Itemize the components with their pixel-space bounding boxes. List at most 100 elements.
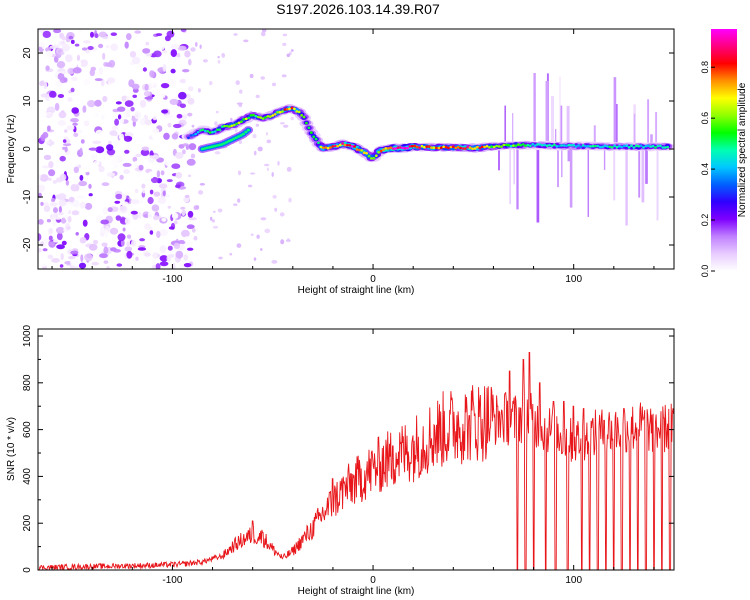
noise-blob: [56, 61, 66, 69]
figure-title: S197.2026.103.14.39.R07: [276, 1, 440, 17]
ridge-blob: [536, 143, 539, 146]
noise-blob: [126, 250, 133, 259]
noise-blob: [282, 33, 288, 37]
noise-blob: [237, 198, 241, 203]
y-tick-label: 1000: [22, 324, 33, 347]
ridge-blob: [206, 130, 210, 133]
ridge-blob: [386, 147, 390, 150]
noise-blob: [238, 170, 241, 176]
noise-blob: [202, 59, 208, 63]
ridge-blob: [642, 146, 645, 149]
noise-blob: [65, 180, 70, 186]
ridge-blob: [449, 145, 453, 149]
noise-blob: [48, 139, 53, 147]
noise-blob: [283, 124, 289, 128]
noise-blob: [139, 117, 146, 126]
noise-blob: [59, 155, 66, 162]
noise-blob: [124, 41, 129, 49]
noise-blob: [47, 125, 51, 132]
noise-blob: [272, 82, 276, 87]
ridge-blob: [353, 145, 356, 148]
noise-blob: [170, 44, 180, 50]
noise-blob: [42, 248, 48, 252]
noise-blob: [160, 83, 170, 89]
noise-blob: [173, 242, 181, 249]
noise-blob: [53, 207, 58, 214]
noise-blob: [212, 225, 219, 229]
branch-blob: [220, 143, 224, 146]
noise-blob: [136, 135, 145, 143]
x-tick-label: 0: [370, 274, 376, 285]
noise-blob: [290, 116, 294, 121]
noise-blob: [217, 208, 223, 213]
ridge-blob: [488, 146, 491, 149]
noise-blob: [107, 77, 116, 84]
ridge-blob: [377, 150, 381, 154]
ridge-blob: [598, 145, 602, 149]
ridge-blob: [401, 146, 405, 150]
noise-blob: [131, 56, 141, 65]
noise-blob: [183, 196, 190, 203]
ridge-blob: [562, 144, 566, 147]
noise-blob: [88, 243, 98, 251]
noise-blob: [161, 50, 168, 54]
noise-blob: [104, 230, 109, 238]
noise-blob: [193, 235, 198, 241]
noise-blob: [124, 149, 130, 154]
noise-blob: [188, 143, 197, 151]
noise-blob: [68, 196, 75, 203]
ridge-blob: [618, 144, 621, 148]
colorbar-tick-label: 0.8: [700, 61, 710, 74]
ridge-blob: [543, 143, 547, 147]
ridge-blob: [319, 145, 323, 149]
noise-blob: [257, 146, 263, 152]
noise-blob: [103, 260, 109, 264]
noise-blob: [130, 199, 140, 205]
ridge-blob: [307, 126, 311, 130]
x-tick-label: 0: [370, 575, 376, 586]
noise-blob: [151, 204, 160, 212]
ridge-blob: [336, 144, 340, 148]
ridge-blob: [613, 144, 616, 148]
colorbar-label: Normalized spectral amplitude: [737, 82, 748, 217]
ridge-blob: [495, 144, 498, 148]
ridge-blob: [278, 110, 282, 114]
noise-blob: [146, 60, 153, 67]
noise-blob: [153, 215, 159, 221]
noise-blob: [49, 45, 57, 49]
noise-blob: [110, 32, 118, 36]
noise-blob: [46, 50, 53, 58]
noise-blob: [190, 153, 196, 159]
ridge-blob: [519, 143, 523, 147]
noise-blob: [169, 98, 179, 105]
noise-blob: [166, 254, 172, 262]
noise-blob: [163, 114, 173, 119]
noise-blob: [76, 195, 86, 199]
noise-blob: [82, 219, 88, 227]
x-tick-label: 100: [565, 575, 582, 586]
noise-blob: [183, 236, 190, 243]
noise-blob: [184, 194, 190, 198]
noise-blob: [171, 133, 179, 140]
ridge-blob: [295, 110, 299, 113]
noise-blob: [85, 171, 90, 176]
ridge-blob: [415, 145, 419, 149]
ridge-blob: [247, 116, 251, 120]
ridge-blob: [259, 116, 263, 119]
noise-blob: [42, 131, 49, 139]
ridge-blob: [447, 146, 450, 150]
noise-blob: [144, 252, 151, 257]
noise-blob: [98, 43, 104, 49]
colorbar-gradient: [711, 29, 737, 271]
ridge-blob: [423, 146, 426, 149]
noise-blob: [260, 217, 267, 221]
ridge-blob: [355, 148, 359, 151]
ridge-blob: [249, 114, 253, 117]
noise-blob: [166, 30, 175, 38]
y-tick-label: 20: [22, 47, 33, 59]
noise-blob: [83, 78, 91, 86]
noise-blob: [72, 199, 80, 208]
ridge-blob: [314, 137, 318, 141]
noise-blob: [61, 240, 67, 246]
